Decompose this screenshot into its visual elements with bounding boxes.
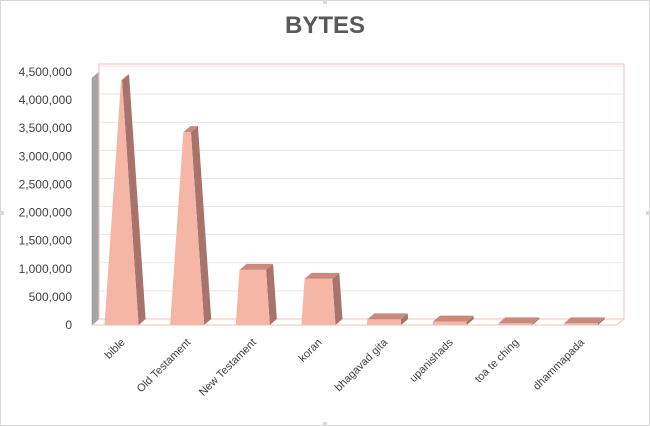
x-tick-label: bible <box>103 337 128 362</box>
bar-side <box>190 126 212 325</box>
x-axis: bible Old Testament New Testament koran bhag… <box>103 336 588 399</box>
bar-front <box>235 269 270 325</box>
y-tick-label: 1,000,000 <box>19 262 73 276</box>
y-tick-label: 500,000 <box>29 290 73 304</box>
bar-top <box>239 263 274 270</box>
x-tick-label: New Testament <box>197 337 259 399</box>
y-tick-label: 4,000,000 <box>19 93 73 107</box>
bar-side <box>532 317 540 325</box>
bar-top <box>498 317 540 324</box>
x-tick-label: dhammapada <box>531 336 588 393</box>
bar <box>432 315 474 325</box>
y-tick-label: 3,000,000 <box>19 149 73 163</box>
left-wall <box>91 71 100 326</box>
bars <box>104 74 605 325</box>
bar <box>235 263 277 325</box>
bar <box>366 313 409 325</box>
bar-side <box>332 272 343 325</box>
bar-side <box>266 263 277 325</box>
bar <box>104 74 146 325</box>
bar-side <box>122 74 146 325</box>
resize-handle-right[interactable] <box>646 211 650 215</box>
bar-front <box>366 319 402 325</box>
x-tick-label: upanishads <box>407 336 456 385</box>
y-axis: 0 500,000 1,000,000 1,500,000 2,000,000 2,500… <box>19 65 73 332</box>
bar-top <box>432 315 474 322</box>
y-tick-label: 4,500,000 <box>19 65 73 79</box>
x-tick-label: koran <box>297 337 325 365</box>
bar-side <box>466 315 474 325</box>
bar-top <box>121 74 130 81</box>
y-tick-label: 1,500,000 <box>19 234 73 248</box>
bar <box>301 272 343 325</box>
resize-handle-top[interactable] <box>323 0 327 4</box>
bar-front <box>563 323 598 325</box>
bar-front <box>498 323 533 325</box>
chart-walls <box>91 63 625 326</box>
bar-top <box>563 317 605 324</box>
bar-side <box>400 313 409 325</box>
bar-front <box>170 132 205 325</box>
y-tick-label: 3,500,000 <box>19 121 73 135</box>
chart-title: BYTES <box>284 12 365 39</box>
y-tick-label: 2,500,000 <box>19 177 73 191</box>
resize-handle-left[interactable] <box>0 211 4 215</box>
bar-side <box>597 317 605 325</box>
bar <box>498 317 540 325</box>
bar-front <box>432 321 467 325</box>
resize-handle-bottom[interactable] <box>323 422 327 426</box>
bar <box>170 126 212 325</box>
bar <box>563 317 605 325</box>
bar-top <box>183 126 198 133</box>
floor-edge-depth <box>616 318 625 326</box>
y-tick-label: 0 <box>65 318 72 332</box>
back-wall <box>98 63 625 320</box>
x-tick-label: Old Testament <box>135 337 194 396</box>
bar-top <box>304 272 340 279</box>
bar-front <box>104 80 139 325</box>
y-tick-label: 2,000,000 <box>19 206 73 220</box>
x-tick-label: toa te ching <box>473 337 522 386</box>
bar-front <box>301 278 336 325</box>
x-tick-label: bhagavad gita <box>333 336 391 394</box>
bar-top <box>367 313 408 320</box>
